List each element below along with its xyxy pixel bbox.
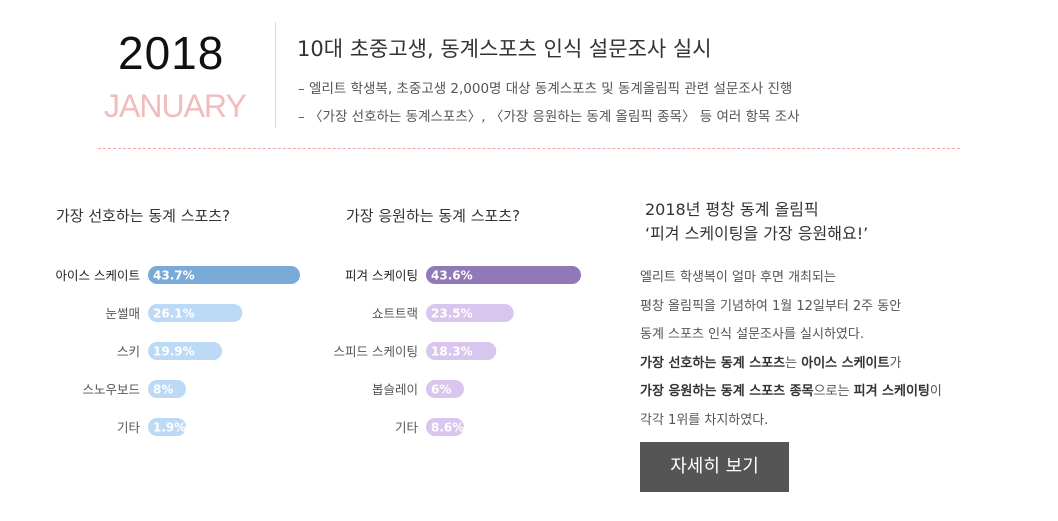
bar [148,266,300,284]
summary-text-segment: 각각 1위를 차지하였다. [640,412,769,428]
summary-text-segment: 엘리트 학생복이 얼마 후면 개최되는 [640,270,836,285]
summary-highlight: 가장 응원하는 동계 스포츠 종목 [640,384,814,399]
category-label: 스키 [117,344,140,359]
category-label: 봅슬레이 [372,382,418,397]
category-label: 기타 [395,420,419,435]
bar [426,380,464,398]
summary-highlight: 아이스 스케이트 [801,355,890,371]
year: 2018 [118,27,225,79]
summary-line: – 〈가장 선호하는 동계스포츠〉, 〈가장 응원하는 동계 올림픽 종목〉 등… [298,109,800,125]
summary-text-line: 가장 선호하는 동계 스포츠는 아이스 스케이트가 [640,350,970,379]
value-label: 6% [431,383,451,397]
summary-line: – 엘리트 학생복, 초중고생 2,000명 대상 동계스포츠 및 동계올림픽 … [298,81,793,97]
page-title: 10대 초중고생, 동계스포츠 인식 설문조사 실시 [297,37,712,61]
summary-highlight: 피겨 스케이팅 [853,384,930,399]
bar [148,304,243,322]
bar [148,342,223,360]
divider [275,22,276,128]
detail-button[interactable]: 자세히 보기 [640,442,789,492]
summary-title: 2018년 평창 동계 올림픽 ‘피겨 스케이팅을 가장 응원해요!’ [645,198,970,246]
summary-text-line: 동계 스포츠 인식 설문조사를 실시하였다. [640,321,970,350]
dashed-divider [98,148,960,149]
summary-text-segment: 동계 스포츠 인식 설문조사를 실시하였다. [640,327,864,342]
category-label: 아이스 스케이트 [56,268,140,283]
category-label: 눈썰매 [105,306,140,321]
bar [426,304,514,322]
bar [148,380,186,398]
summary-text-line: 엘리트 학생복이 얼마 후면 개최되는 [640,264,970,293]
summary-text-segment: 평창 올림픽을 기념하여 1월 12일부터 2주 동안 [640,298,902,314]
summary-text-segment: 이 [929,384,942,399]
value-label: 8.6% [431,421,464,435]
bar [426,342,497,360]
chart-title: 가장 선호하는 동계 스포츠? [56,207,231,225]
summary-text-segment: 는 [785,355,802,371]
category-label: 쇼트트랙 [372,306,418,321]
header: 2018 JANUARY 10대 초중고생, 동계스포츠 인식 설문조사 실시 … [0,0,1058,150]
summary-text-line: 각각 1위를 차지하였다. [640,407,970,436]
bar [426,418,464,436]
category-label: 피겨 스케이팅 [345,268,418,283]
cheered-sports-bars: 피겨 스케이팅 43.6% 쇼트트랙 23.5% 스피드 스케이팅 18.3% 봅슬레이 6%… [334,266,581,436]
category-label: 스피드 스케이팅 [334,344,418,359]
value-label: 1.9% [153,421,186,435]
summary-title-line: ‘피겨 스케이팅을 가장 응원해요!’ [645,224,869,243]
summary-text-line: 평창 올림픽을 기념하여 1월 12일부터 2주 동안 [640,293,970,322]
chart-title: 가장 응원하는 동계 스포츠? [346,207,521,225]
category-label: 스노우보드 [82,382,140,397]
summary-panel: 2018년 평창 동계 올림픽 ‘피겨 스케이팅을 가장 응원해요!’ 엘리트 … [640,198,970,492]
summary-text-segment: 으로는 [813,384,854,399]
bar [148,418,186,436]
value-label: 18.3% [431,345,473,359]
summary-title-line: 2018년 평창 동계 올림픽 [645,200,819,219]
value-label: 43.6% [431,269,473,283]
value-label: 19.9% [153,345,195,359]
value-label: 8% [153,383,173,397]
bar [426,266,581,284]
summary-highlight: 가장 선호하는 동계 스포츠 [640,355,786,371]
preferred-sports-bars: 아이스 스케이트 43.7% 눈썰매 26.1% 스키 19.9% 스노우보드 8% 기타 1.9… [56,266,300,436]
category-label: 기타 [117,420,141,435]
value-label: 23.5% [431,307,473,321]
value-label: 26.1% [153,307,195,321]
summary-text-line: 가장 응원하는 동계 스포츠 종목으로는 피겨 스케이팅이 [640,378,970,407]
value-label: 43.7% [153,269,195,283]
month: JANUARY [104,88,247,124]
summary-text-segment: 가 [889,355,902,371]
